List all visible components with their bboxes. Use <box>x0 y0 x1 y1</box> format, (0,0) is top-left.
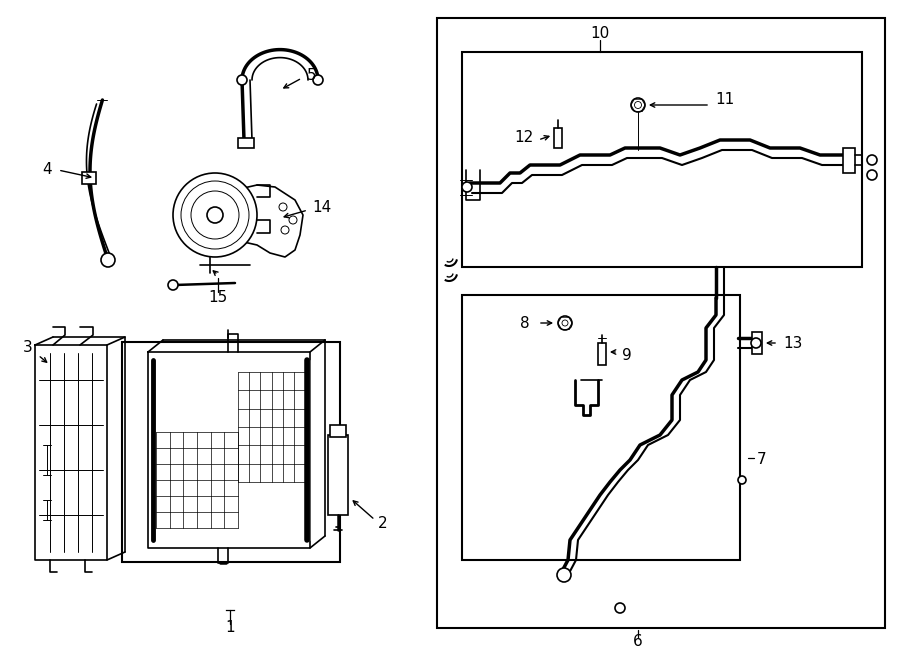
Circle shape <box>634 102 642 108</box>
Circle shape <box>207 207 223 223</box>
Text: 6: 6 <box>633 633 643 648</box>
Bar <box>82 173 96 184</box>
Bar <box>462 52 862 267</box>
Text: 14: 14 <box>312 200 331 215</box>
Bar <box>238 138 254 148</box>
Text: 2: 2 <box>378 516 388 531</box>
Text: 8: 8 <box>520 315 530 330</box>
Text: 3: 3 <box>23 340 33 356</box>
Circle shape <box>281 226 289 234</box>
Circle shape <box>191 191 239 239</box>
Circle shape <box>181 181 249 249</box>
Bar <box>843 148 855 173</box>
Circle shape <box>751 338 761 348</box>
Bar <box>598 343 606 365</box>
Circle shape <box>631 98 645 112</box>
Circle shape <box>173 173 257 257</box>
Text: 13: 13 <box>783 336 803 350</box>
Circle shape <box>462 182 472 192</box>
Bar <box>752 332 762 354</box>
Circle shape <box>168 280 178 290</box>
Circle shape <box>557 568 571 582</box>
Text: 1: 1 <box>225 621 235 635</box>
Bar <box>330 425 346 437</box>
Circle shape <box>101 253 115 267</box>
Text: 4: 4 <box>42 163 52 178</box>
Circle shape <box>615 603 625 613</box>
Circle shape <box>738 476 746 484</box>
Circle shape <box>558 316 572 330</box>
Bar <box>328 435 348 515</box>
Bar <box>122 342 340 562</box>
Circle shape <box>279 203 287 211</box>
Bar <box>554 128 562 148</box>
Bar <box>462 295 740 560</box>
Circle shape <box>867 155 877 165</box>
Text: 10: 10 <box>590 26 609 42</box>
Text: 15: 15 <box>209 290 228 305</box>
Bar <box>437 18 885 628</box>
Text: 5: 5 <box>307 69 317 83</box>
Circle shape <box>313 75 323 85</box>
Circle shape <box>562 320 568 326</box>
Circle shape <box>237 75 247 85</box>
Text: 11: 11 <box>716 93 734 108</box>
Text: 7: 7 <box>757 453 767 467</box>
Text: 9: 9 <box>622 348 632 362</box>
Circle shape <box>867 170 877 180</box>
Text: 12: 12 <box>515 130 534 145</box>
Circle shape <box>289 216 297 224</box>
